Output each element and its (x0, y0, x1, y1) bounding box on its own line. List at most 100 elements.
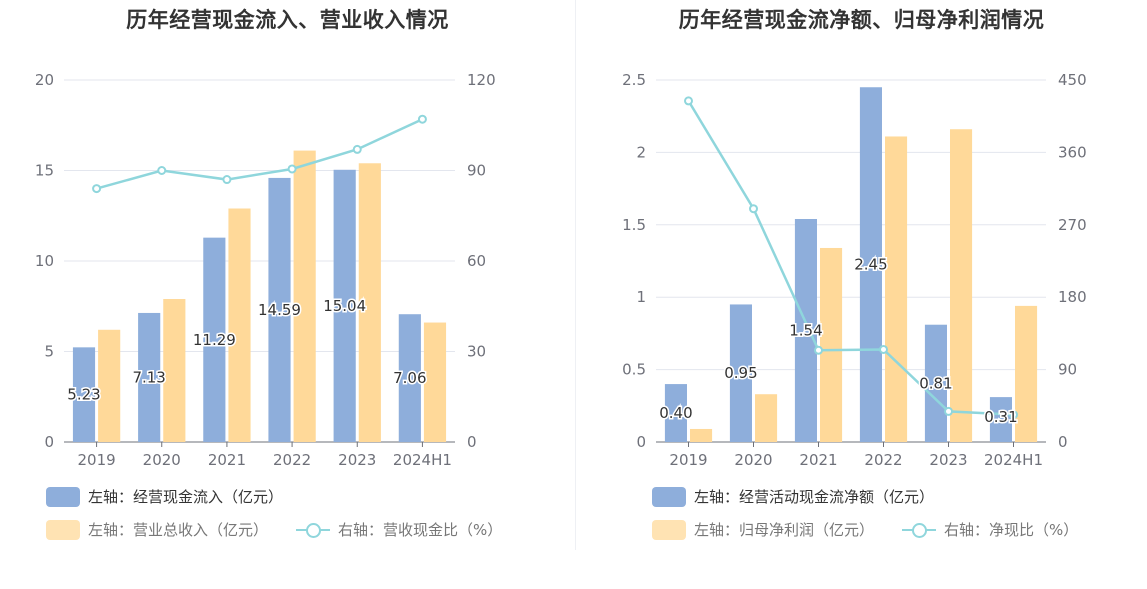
legend-line-icon (902, 520, 936, 540)
x-tick-label: 2020 (143, 451, 181, 469)
bar-series-2 (690, 428, 713, 442)
legend-item-series-1[interactable]: 左轴：经营现金流入（亿元） (46, 486, 283, 507)
bar-series-1 (989, 397, 1012, 442)
x-tick-label: 2021 (799, 451, 837, 469)
x-tick-label: 2023 (338, 451, 376, 469)
bar-data-label: 1.54 (789, 322, 822, 340)
y-left-tick-label: 10 (35, 252, 54, 270)
bar-series-2 (98, 329, 121, 442)
y-left-tick-label: 2 (636, 143, 646, 161)
x-tick-label: 2024H1 (984, 451, 1043, 469)
y-left-tick-label: 2.5 (622, 71, 646, 89)
bar-series-1 (924, 324, 947, 442)
line-point (352, 144, 362, 154)
line-point (157, 166, 167, 175)
bar-series-1 (268, 177, 291, 442)
y-right-tick-label: 0 (1058, 433, 1068, 451)
legend-swatch (652, 519, 686, 540)
line-series-3 (96, 118, 423, 190)
line-point (1009, 410, 1018, 420)
chart-plot: 0 5 10 15 20 0 30 60 90 120 2019 2020 2021 2022 2023 20… (35, 71, 496, 469)
y-left-tick-label: 1 (636, 288, 646, 306)
x-tick-label: 2019 (669, 451, 707, 469)
bar-series-2 (228, 208, 251, 442)
bar-data-label: 0.40 (659, 404, 692, 422)
bar-series-2 (1015, 305, 1038, 442)
bar-series-1 (398, 314, 421, 442)
line-point (944, 406, 953, 416)
x-tick-label: 2022 (864, 451, 902, 469)
line-point (879, 344, 888, 354)
y-left-tick-label: 0 (44, 433, 54, 451)
legend-swatch (652, 486, 686, 507)
legend-item-series-2[interactable]: 左轴：营业总收入（亿元） (46, 519, 268, 540)
chart-panel-cashflow-inflow: 历年经营现金流入、营业收入情况 0 5 10 15 20 0 30 60 90 120 2019 20… (0, 0, 575, 560)
y-left-tick-label: 1.5 (622, 216, 646, 234)
bar-series-1 (664, 384, 687, 442)
x-tick-label: 2019 (77, 451, 115, 469)
x-tick-label: 2020 (734, 451, 772, 469)
bar-series-1 (138, 312, 161, 442)
bar-data-label: 14.59 (258, 301, 301, 319)
legend-item-series-2[interactable]: 左轴：归母净利润（亿元） (652, 519, 874, 540)
line-point (814, 345, 823, 355)
line-point (222, 175, 232, 185)
legend-label: 右轴：营收现金比（%） (338, 521, 503, 539)
bar-series-2 (820, 247, 843, 442)
bar-series-2 (163, 299, 186, 442)
bar-data-label: 11.29 (193, 331, 236, 349)
y-right-tick-label: 60 (467, 252, 486, 270)
bar-series-2 (950, 129, 973, 442)
bar-series-2 (293, 150, 316, 442)
bar-series-1 (729, 304, 752, 442)
legend-label: 左轴：经营现金流入（亿元） (88, 488, 284, 506)
y-right-tick-label: 270 (1058, 216, 1087, 234)
bar-series-1 (794, 219, 817, 442)
bar-series-2 (423, 322, 447, 442)
legend-label: 左轴：经营活动现金流净额（亿元） (694, 488, 935, 506)
line-series-3 (687, 100, 1014, 416)
chart-plot: 0 0.5 1 1.5 2 2.5 0 90 180 270 360 450 2019 2020 2021 2… (622, 71, 1087, 469)
legend-item-series-3[interactable]: 右轴：净现比（%） (902, 519, 1078, 540)
line-point (749, 204, 758, 214)
bar-series-1 (72, 347, 96, 442)
legend-swatch (46, 519, 80, 540)
legend-item-series-3[interactable]: 右轴：营收现金比（%） (296, 519, 502, 540)
legend-line-icon (296, 520, 330, 540)
x-tick-label: 2024H1 (393, 451, 452, 469)
chart-panel-net-cashflow: 历年经营现金流净额、归母净利润情况 0 0.5 1 1.5 2 2.5 0 90 180 270 3… (576, 0, 1147, 560)
legend-item-series-1[interactable]: 左轴：经营活动现金流净额（亿元） (652, 486, 934, 507)
bar-series-1 (333, 169, 356, 442)
y-right-tick-label: 0 (467, 433, 477, 451)
bar-data-label: 0.81 (919, 374, 952, 392)
x-tick-label: 2022 (273, 451, 311, 469)
y-right-tick-label: 30 (467, 343, 486, 361)
y-right-tick-label: 180 (1058, 288, 1087, 306)
x-tick-label: 2023 (929, 451, 967, 469)
chart-title: 历年经营现金流入、营业收入情况 (126, 8, 449, 32)
y-left-tick-label: 0 (636, 433, 646, 451)
bar-series-2 (755, 394, 778, 442)
y-left-tick-label: 20 (35, 71, 54, 89)
y-left-tick-label: 5 (44, 343, 54, 361)
bar-data-label: 0.31 (984, 408, 1017, 426)
bar-data-label: 7.06 (393, 369, 426, 387)
legend-swatch (46, 486, 80, 507)
y-right-tick-label: 90 (467, 162, 486, 180)
line-point (92, 184, 102, 194)
bar-data-label: 0.95 (724, 364, 757, 382)
legend-label: 左轴：归母净利润（亿元） (694, 521, 875, 539)
y-right-tick-label: 120 (467, 71, 496, 89)
line-point (417, 114, 427, 124)
y-left-tick-label: 0.5 (622, 361, 646, 379)
x-tick-label: 2021 (208, 451, 246, 469)
y-right-tick-label: 450 (1058, 71, 1087, 89)
y-left-tick-label: 15 (35, 162, 54, 180)
bar-series-1 (203, 237, 226, 442)
legend-label: 左轴：营业总收入（亿元） (88, 521, 269, 539)
bar-data-label: 2.45 (854, 256, 887, 274)
line-point (684, 96, 693, 106)
legend-label: 右轴：净现比（%） (944, 521, 1079, 539)
y-right-tick-label: 360 (1058, 143, 1087, 161)
bar-data-label: 7.13 (132, 368, 165, 386)
